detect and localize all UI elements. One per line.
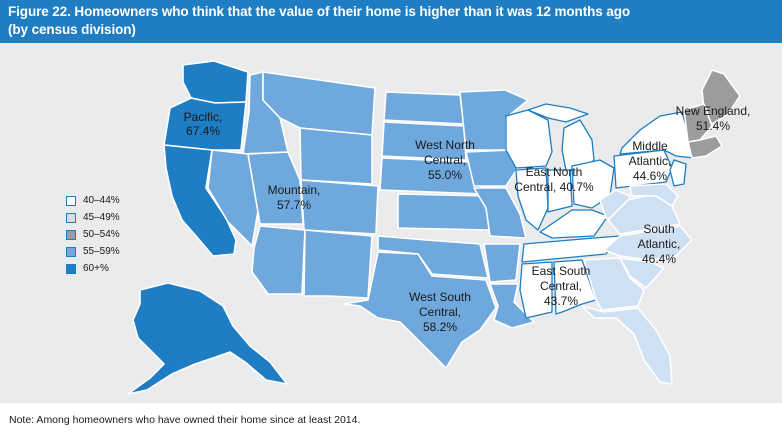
legend-item: 60+% xyxy=(66,260,120,277)
state-florida xyxy=(581,305,673,385)
legend-label: 55–59% xyxy=(83,246,120,257)
state-wisconsin xyxy=(505,109,553,169)
label-middle-atlantic: Middle Atlantic, 44.6% xyxy=(629,139,672,183)
label-esc-line2: Central, xyxy=(540,279,582,293)
legend-item: 55–59% xyxy=(66,243,120,260)
label-sa-value: 46.4% xyxy=(642,252,676,266)
figure-header: Figure 22. Homeowners who think that the… xyxy=(0,0,782,43)
label-sa-line1: South xyxy=(643,222,674,236)
legend-label: 45–49% xyxy=(83,212,120,223)
label-pacific-value: 67.4% xyxy=(186,124,220,138)
label-esc-line1: East South xyxy=(532,264,591,278)
state-kentucky xyxy=(539,209,609,239)
state-new-hampshire-vermont xyxy=(683,103,713,143)
state-michigan-upper xyxy=(527,103,589,123)
state-north-dakota xyxy=(383,91,465,125)
state-massachusetts-ct-ri xyxy=(687,135,723,159)
state-south-dakota xyxy=(381,121,467,161)
label-wnc-line2: Central, xyxy=(424,153,466,167)
legend-swatch xyxy=(66,195,76,206)
label-new-england: New England, 51.4% xyxy=(676,104,751,133)
label-wsc-line2: Central, xyxy=(419,305,461,319)
state-new-jersey xyxy=(669,159,687,187)
state-indiana xyxy=(547,169,573,213)
us-census-division-map: Pacific, 67.4% Mountain, 57.7% West Nort… xyxy=(127,60,751,395)
label-wsc-line1: West South xyxy=(409,290,471,304)
state-louisiana xyxy=(489,283,535,329)
legend-swatch xyxy=(66,263,76,274)
label-ma-line2: Atlantic, xyxy=(629,154,672,168)
legend-item: 45–49% xyxy=(66,209,120,226)
state-texas xyxy=(343,251,497,369)
legend-label: 60+% xyxy=(83,263,109,274)
state-maryland-delaware xyxy=(629,183,679,207)
label-west-north-central: West North Central, 55.0% xyxy=(415,138,475,182)
state-colorado xyxy=(300,179,379,235)
label-ma-value: 44.6% xyxy=(633,169,667,183)
label-esc-value: 43.7% xyxy=(544,294,578,308)
label-wnc-line1: West North xyxy=(415,138,475,152)
legend: 40–44% 45–49% 50–54% 55–59% 60+% xyxy=(66,192,120,277)
label-pacific: Pacific, 67.4% xyxy=(184,110,223,138)
state-kansas xyxy=(397,193,491,231)
state-washington xyxy=(182,60,249,104)
legend-label: 50–54% xyxy=(83,229,120,240)
state-alabama xyxy=(553,259,597,315)
state-oklahoma xyxy=(377,235,489,279)
label-mountain: Mountain, 57.7% xyxy=(268,183,321,212)
label-enc-line2: Central, 40.7% xyxy=(514,180,594,194)
state-mississippi xyxy=(519,261,553,319)
state-arkansas xyxy=(483,243,521,283)
legend-label: 40–44% xyxy=(83,195,120,206)
state-new-mexico xyxy=(303,229,373,299)
label-ne-value: 51.4% xyxy=(696,119,730,133)
label-sa-line2: Atlantic, xyxy=(638,237,681,251)
label-west-south-central: West South Central, 58.2% xyxy=(409,290,471,334)
state-wyoming xyxy=(299,127,373,185)
label-ma-line1: Middle xyxy=(632,139,668,153)
label-mountain-name: Mountain, xyxy=(268,183,321,197)
label-wsc-value: 58.2% xyxy=(423,320,457,334)
label-enc-line1: East North xyxy=(526,165,583,179)
label-mountain-value: 57.7% xyxy=(277,198,311,212)
label-pacific-name: Pacific, xyxy=(184,110,223,124)
label-wnc-value: 55.0% xyxy=(428,168,462,182)
state-alaska xyxy=(127,282,288,395)
state-iowa xyxy=(465,149,519,187)
state-utah xyxy=(247,151,304,225)
legend-item: 40–44% xyxy=(66,192,120,209)
legend-item: 50–54% xyxy=(66,226,120,243)
legend-swatch xyxy=(66,246,76,257)
state-california xyxy=(163,144,237,257)
label-east-north-central: East North Central, 40.7% xyxy=(514,165,594,194)
state-missouri xyxy=(473,187,527,239)
figure-footer: Note: Among homeowners who have owned th… xyxy=(0,403,782,437)
legend-swatch xyxy=(66,229,76,240)
label-south-atlantic: South Atlantic, 46.4% xyxy=(638,222,681,266)
figure-title: Figure 22. Homeowners who think that the… xyxy=(8,4,630,37)
state-illinois xyxy=(515,167,549,231)
state-arizona xyxy=(251,225,306,295)
state-north-carolina xyxy=(603,225,693,261)
label-east-south-central: East South Central, 43.7% xyxy=(532,264,591,308)
figure-note: Note: Among homeowners who have owned th… xyxy=(9,414,361,426)
state-georgia xyxy=(583,257,645,311)
label-ne-name: New England, xyxy=(676,104,751,118)
legend-swatch xyxy=(66,212,76,223)
map-area: Pacific, 67.4% Mountain, 57.7% West Nort… xyxy=(0,43,782,403)
